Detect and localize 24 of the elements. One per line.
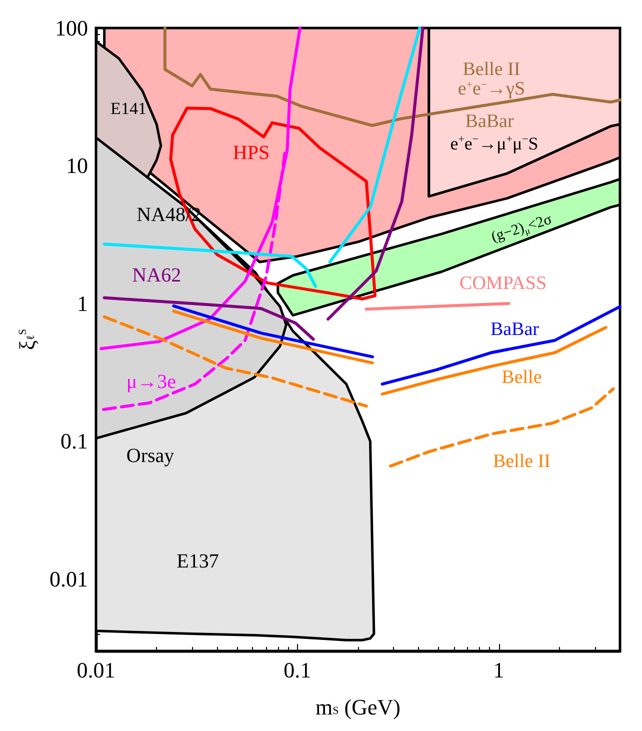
annotation: NA62 (132, 264, 182, 286)
text: e+e−→μ+μ−S (450, 134, 538, 154)
y-tick-label: 1 (77, 290, 88, 316)
y-tick-label: 100 (55, 16, 88, 40)
annotation: BaBar (465, 110, 514, 132)
annotation: Belle (502, 367, 542, 388)
y-axis-title: ξℓS (14, 328, 40, 350)
annotation: E141 (110, 99, 146, 118)
annotation: E137 (176, 550, 219, 572)
y-tick-label: 10 (66, 153, 88, 178)
annotation: (g−2)μ<2σ (490, 212, 554, 246)
y-tick-label: 0.01 (50, 566, 88, 592)
annotation: COMPASS (460, 272, 547, 294)
annotation: HPS (232, 142, 270, 164)
annotation: Belle II (462, 58, 520, 80)
annotation: e+e−→γS (458, 78, 526, 100)
y-tick-label: 0.1 (60, 428, 88, 454)
annotation: Orsay (126, 445, 174, 468)
x-axis-title: mS (GeV) (316, 694, 400, 720)
annotation: μ→3e (126, 370, 176, 393)
annotation: Belle II (492, 451, 550, 472)
annotation: BaBar (490, 318, 540, 340)
x-tick-label: 1 (493, 658, 504, 682)
x-tick-label: 0.1 (284, 658, 312, 682)
